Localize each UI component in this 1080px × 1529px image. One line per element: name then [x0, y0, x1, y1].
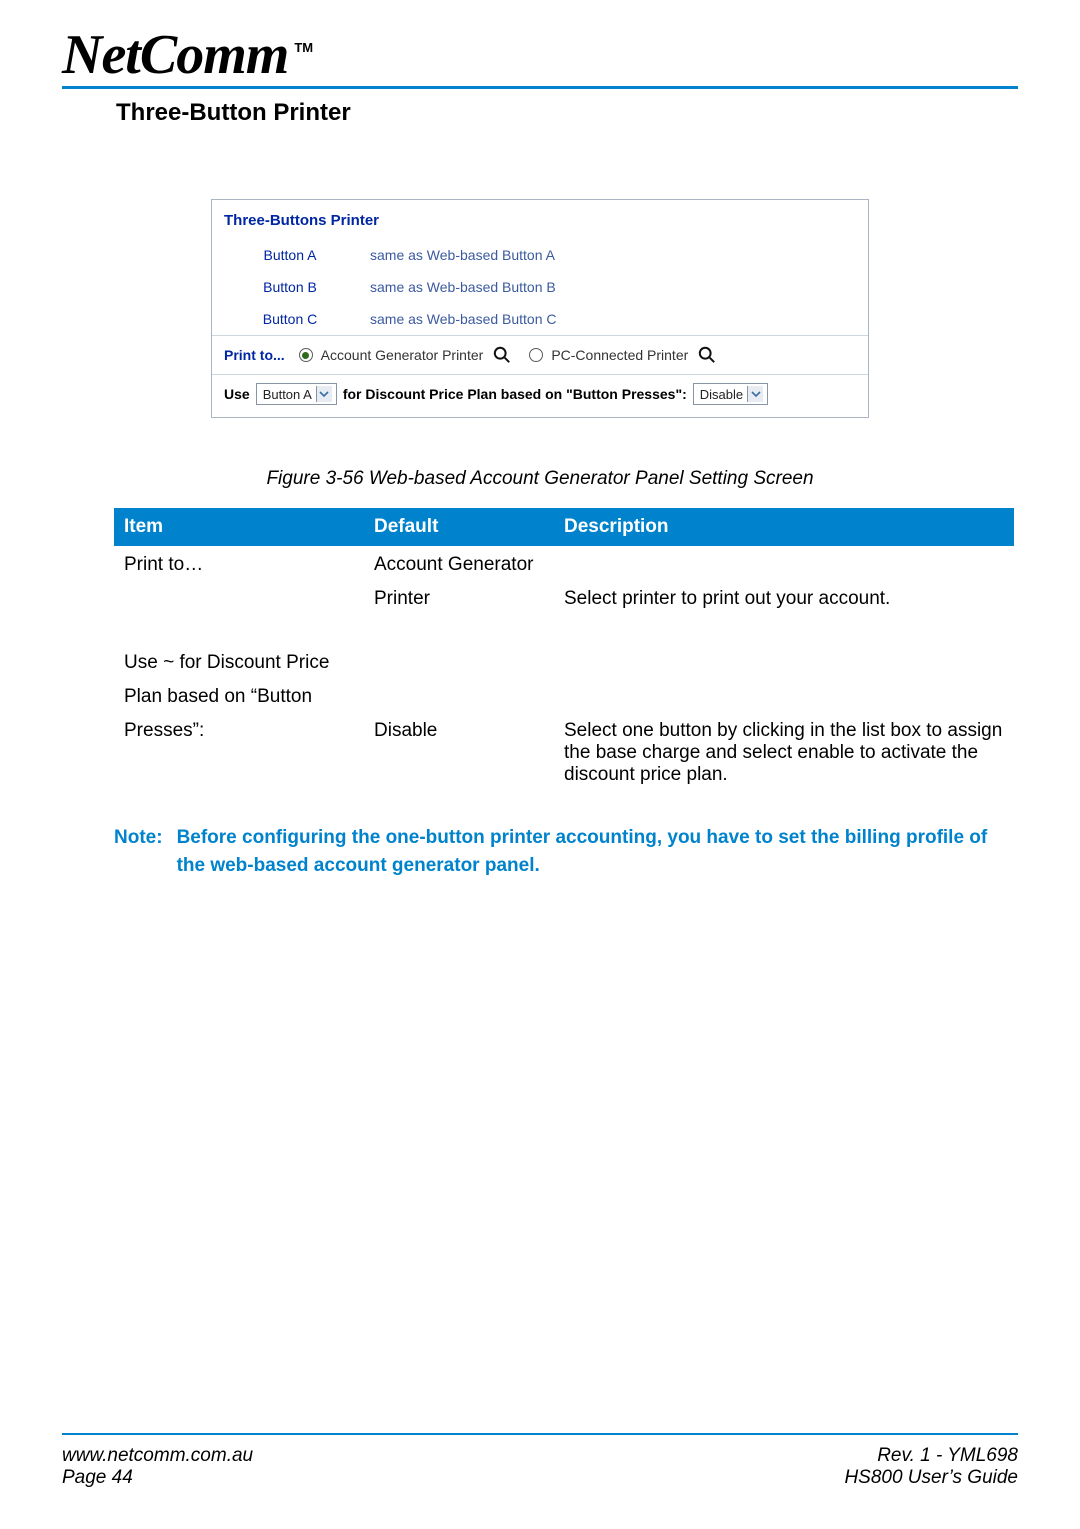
th-description: Description — [554, 508, 1014, 546]
cell-description — [554, 644, 1014, 678]
panel-title: Three-Buttons Printer — [212, 200, 868, 239]
cell-item: Print to… — [114, 546, 364, 580]
brand-logo: NetComm TM — [62, 30, 1018, 80]
note-label: Note: — [114, 824, 163, 879]
radio-pc-connected[interactable] — [529, 348, 543, 362]
magnifier-icon[interactable] — [698, 346, 716, 364]
button-c-label: Button C — [212, 303, 368, 335]
cell-item: Use ~ for Discount Price — [114, 644, 364, 678]
cell-default: Disable — [364, 712, 554, 790]
three-buttons-printer-panel: Three-Buttons Printer Button A same as W… — [211, 199, 869, 418]
print-to-row: Print to... Account Generator Printer PC… — [212, 336, 868, 374]
cell-item: Presses”: — [114, 712, 364, 790]
page-header: NetComm TM Three-Button Printer — [62, 30, 1018, 127]
trademark-symbol: TM — [294, 40, 313, 55]
footer-guide: HS800 User’s Guide — [844, 1467, 1018, 1489]
button-b-desc: same as Web-based Button B — [368, 271, 868, 303]
table-row: Print to… Account Generator — [114, 546, 1014, 580]
magnifier-icon[interactable] — [493, 346, 511, 364]
table-row: Use ~ for Discount Price — [114, 644, 1014, 678]
cell-default — [364, 678, 554, 712]
th-item: Item — [114, 508, 364, 546]
note-text: Before configuring the one-button printe… — [177, 824, 1018, 879]
table-row-spacer — [114, 614, 1014, 644]
chevron-down-icon — [316, 386, 332, 402]
cell-description: Select printer to print out your account… — [554, 580, 1014, 614]
settings-table: Item Default Description Print to… Accou… — [114, 508, 1014, 790]
cell-default: Account Generator — [364, 546, 554, 580]
table-row: Plan based on “Button — [114, 678, 1014, 712]
print-to-label: Print to... — [224, 347, 285, 363]
footer-rule — [62, 1433, 1018, 1435]
button-select-value: Button A — [263, 387, 312, 402]
figure-caption: Figure 3-56 Web-based Account Generator … — [62, 468, 1018, 490]
use-middle-text: for Discount Price Plan based on "Button… — [343, 386, 687, 402]
button-a-label: Button A — [212, 239, 368, 271]
use-row: Use Button A for Discount Price Plan bas… — [212, 375, 868, 417]
th-default: Default — [364, 508, 554, 546]
footer-right: Rev. 1 - YML698 HS800 User’s Guide — [844, 1445, 1018, 1489]
table-row: Presses”: Disable Select one button by c… — [114, 712, 1014, 790]
enable-select-value: Disable — [700, 387, 743, 402]
cell-default — [364, 644, 554, 678]
radio-account-generator[interactable] — [299, 348, 313, 362]
footer-page: Page 44 — [62, 1467, 253, 1489]
button-a-desc: same as Web-based Button A — [368, 239, 868, 271]
panel-row-button-a: Button A same as Web-based Button A — [212, 239, 868, 271]
use-prefix: Use — [224, 386, 250, 402]
panel-row-button-b: Button B same as Web-based Button B — [212, 271, 868, 303]
cell-description: Select one button by clicking in the lis… — [554, 712, 1014, 790]
footer-left: www.netcomm.com.au Page 44 — [62, 1445, 253, 1489]
button-c-desc: same as Web-based Button C — [368, 303, 868, 335]
cell-default: Printer — [364, 580, 554, 614]
table-row: Printer Select printer to print out your… — [114, 580, 1014, 614]
chevron-down-icon — [747, 386, 763, 402]
section-title: Three-Button Printer — [116, 99, 1018, 127]
cell-description — [554, 546, 1014, 580]
button-b-label: Button B — [212, 271, 368, 303]
header-rule — [62, 86, 1018, 89]
radio-pc-connected-label: PC-Connected Printer — [551, 347, 688, 363]
radio-account-generator-label: Account Generator Printer — [321, 347, 484, 363]
cell-description — [554, 678, 1014, 712]
cell-item — [114, 580, 364, 614]
brand-name: NetComm — [62, 30, 288, 80]
note-block: Note: Before configuring the one-button … — [114, 824, 1018, 879]
panel-row-button-c: Button C same as Web-based Button C — [212, 303, 868, 335]
enable-select[interactable]: Disable — [693, 383, 768, 405]
footer-rev: Rev. 1 - YML698 — [844, 1445, 1018, 1467]
cell-item: Plan based on “Button — [114, 678, 364, 712]
footer-url: www.netcomm.com.au — [62, 1445, 253, 1467]
button-select[interactable]: Button A — [256, 383, 337, 405]
page-footer: www.netcomm.com.au Page 44 Rev. 1 - YML6… — [62, 1433, 1018, 1489]
